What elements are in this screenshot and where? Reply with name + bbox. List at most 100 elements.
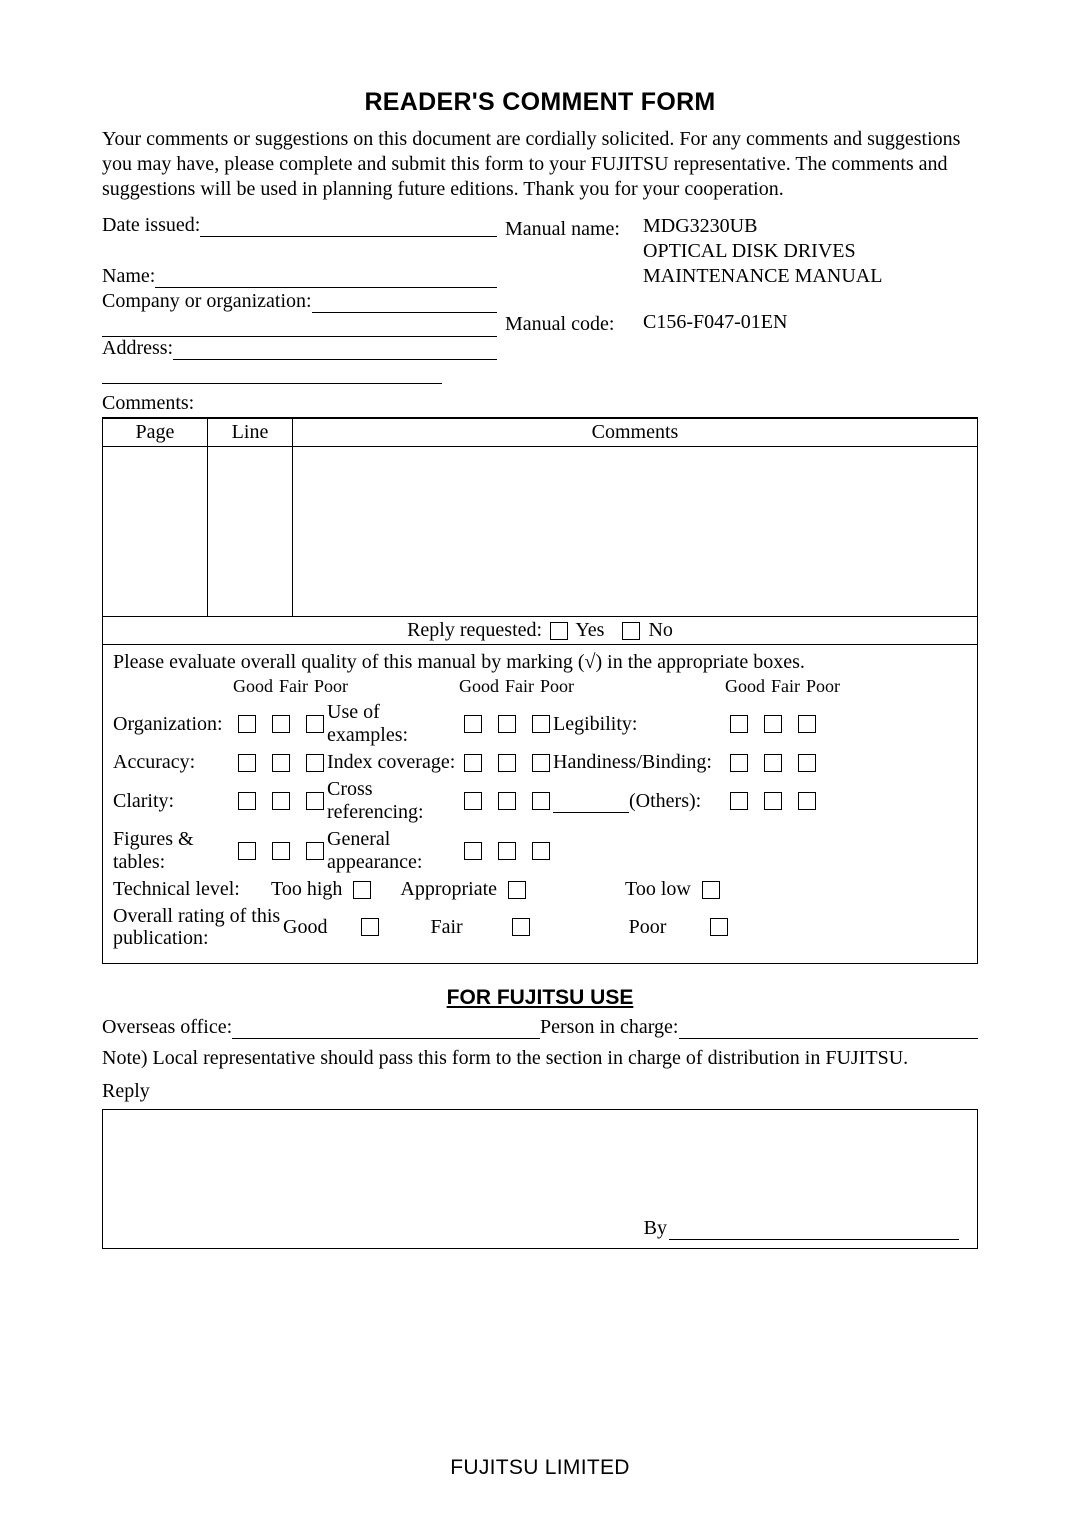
others-poor[interactable] bbox=[798, 792, 816, 810]
manual-code-label: Manual code: bbox=[505, 313, 635, 336]
reply-requested-label: Reply requested: bbox=[407, 619, 542, 641]
legibility-poor[interactable] bbox=[798, 715, 816, 733]
person-in-charge-input[interactable] bbox=[679, 1019, 979, 1039]
eval-crossref: Cross referencing: bbox=[327, 778, 457, 824]
figures-good[interactable] bbox=[238, 842, 256, 860]
accuracy-poor[interactable] bbox=[306, 754, 324, 772]
clarity-poor[interactable] bbox=[306, 792, 324, 810]
too-high-checkbox[interactable] bbox=[353, 881, 371, 899]
accuracy-good[interactable] bbox=[238, 754, 256, 772]
gfp-header-3: GoodFairPoor bbox=[723, 676, 819, 697]
evaluation-intro: Please evaluate overall quality of this … bbox=[113, 651, 967, 674]
eval-others: (Others): bbox=[553, 790, 723, 813]
by-input[interactable] bbox=[669, 1222, 959, 1240]
handiness-good[interactable] bbox=[730, 754, 748, 772]
reply-box[interactable]: By bbox=[102, 1109, 978, 1249]
examples-good[interactable] bbox=[464, 715, 482, 733]
handiness-poor[interactable] bbox=[798, 754, 816, 772]
others-fair[interactable] bbox=[764, 792, 782, 810]
crossref-fair[interactable] bbox=[498, 792, 516, 810]
date-issued-label: Date issued: bbox=[102, 214, 200, 237]
crossref-poor[interactable] bbox=[532, 792, 550, 810]
eval-legibility: Legibility: bbox=[553, 713, 723, 736]
clarity-good[interactable] bbox=[238, 792, 256, 810]
organization-good[interactable] bbox=[238, 715, 256, 733]
examples-fair[interactable] bbox=[498, 715, 516, 733]
fujitsu-use-heading: FOR FUJITSU USE bbox=[102, 986, 978, 1010]
col-comments: Comments bbox=[293, 419, 978, 447]
appropriate-checkbox[interactable] bbox=[508, 881, 526, 899]
page-cell[interactable] bbox=[103, 447, 208, 617]
eval-figures: Figures & tables: bbox=[113, 828, 231, 874]
examples-poor[interactable] bbox=[532, 715, 550, 733]
appearance-fair[interactable] bbox=[498, 842, 516, 860]
reply-no-label: No bbox=[648, 619, 672, 641]
manual-name-value: MDG3230UB OPTICAL DISK DRIVES MAINTENANC… bbox=[643, 214, 978, 289]
header-fields: Date issued: Name: Company or organizati… bbox=[102, 214, 978, 384]
comments-label: Comments: bbox=[102, 392, 978, 415]
legibility-good[interactable] bbox=[730, 715, 748, 733]
date-issued-input[interactable] bbox=[200, 217, 497, 237]
manual-name-label: Manual name: bbox=[505, 218, 635, 241]
crossref-good[interactable] bbox=[464, 792, 482, 810]
overall-poor-checkbox[interactable] bbox=[710, 918, 728, 936]
index-fair[interactable] bbox=[498, 754, 516, 772]
company-input-line2[interactable] bbox=[102, 315, 497, 337]
appearance-good[interactable] bbox=[464, 842, 482, 860]
index-poor[interactable] bbox=[532, 754, 550, 772]
address-input[interactable] bbox=[173, 340, 497, 360]
overall-fair-checkbox[interactable] bbox=[512, 918, 530, 936]
accuracy-fair[interactable] bbox=[272, 754, 290, 772]
eval-examples: Use of examples: bbox=[327, 701, 457, 747]
comments-table: Page Line Comments Reply requested: Yes … bbox=[102, 418, 978, 645]
eval-index: Index coverage: bbox=[327, 751, 457, 774]
clarity-fair[interactable] bbox=[272, 792, 290, 810]
technical-level-label: Technical level: bbox=[113, 878, 271, 901]
handiness-fair[interactable] bbox=[764, 754, 782, 772]
name-label: Name: bbox=[102, 265, 155, 288]
others-input[interactable] bbox=[553, 795, 629, 813]
organization-fair[interactable] bbox=[272, 715, 290, 733]
company-label: Company or organization: bbox=[102, 290, 312, 313]
overall-fair-label: Fair bbox=[430, 916, 462, 939]
address-label: Address: bbox=[102, 337, 173, 360]
index-good[interactable] bbox=[464, 754, 482, 772]
appearance-poor[interactable] bbox=[532, 842, 550, 860]
eval-handiness: Handiness/Binding: bbox=[553, 751, 723, 774]
line-cell[interactable] bbox=[208, 447, 293, 617]
too-low-checkbox[interactable] bbox=[702, 881, 720, 899]
appropriate-label: Appropriate bbox=[400, 878, 497, 901]
gfp-header-1: GoodFairPoor bbox=[231, 676, 327, 697]
person-in-charge-label: Person in charge: bbox=[540, 1016, 679, 1039]
footer-company: FUJITSU LIMITED bbox=[0, 1456, 1080, 1480]
reply-yes-checkbox[interactable] bbox=[550, 622, 568, 640]
comments-cell[interactable] bbox=[293, 447, 978, 617]
eval-accuracy: Accuracy: bbox=[113, 751, 231, 774]
address-input-line2[interactable] bbox=[102, 362, 442, 384]
col-page: Page bbox=[103, 419, 208, 447]
reply-requested-row: Reply requested: Yes No bbox=[103, 617, 978, 645]
too-high-label: Too high bbox=[271, 878, 342, 901]
overall-poor-label: Poor bbox=[629, 916, 667, 939]
reply-label: Reply bbox=[102, 1080, 978, 1103]
reply-no-checkbox[interactable] bbox=[622, 622, 640, 640]
organization-poor[interactable] bbox=[306, 715, 324, 733]
overall-good-label: Good bbox=[283, 916, 327, 939]
fujitsu-note: Note) Local representative should pass t… bbox=[102, 1047, 978, 1070]
legibility-fair[interactable] bbox=[764, 715, 782, 733]
by-label: By bbox=[644, 1217, 667, 1240]
eval-clarity: Clarity: bbox=[113, 790, 231, 813]
company-input[interactable] bbox=[312, 293, 497, 313]
reply-yes-label: Yes bbox=[575, 619, 604, 641]
overseas-office-label: Overseas office: bbox=[102, 1016, 232, 1039]
figures-poor[interactable] bbox=[306, 842, 324, 860]
too-low-label: Too low bbox=[625, 878, 691, 901]
eval-organization: Organization: bbox=[113, 713, 231, 736]
others-good[interactable] bbox=[730, 792, 748, 810]
name-input[interactable] bbox=[155, 268, 497, 288]
manual-code-value: C156-F047-01EN bbox=[643, 311, 978, 334]
overseas-office-input[interactable] bbox=[232, 1019, 540, 1039]
overall-good-checkbox[interactable] bbox=[361, 918, 379, 936]
evaluation-box: Please evaluate overall quality of this … bbox=[102, 645, 978, 964]
figures-fair[interactable] bbox=[272, 842, 290, 860]
